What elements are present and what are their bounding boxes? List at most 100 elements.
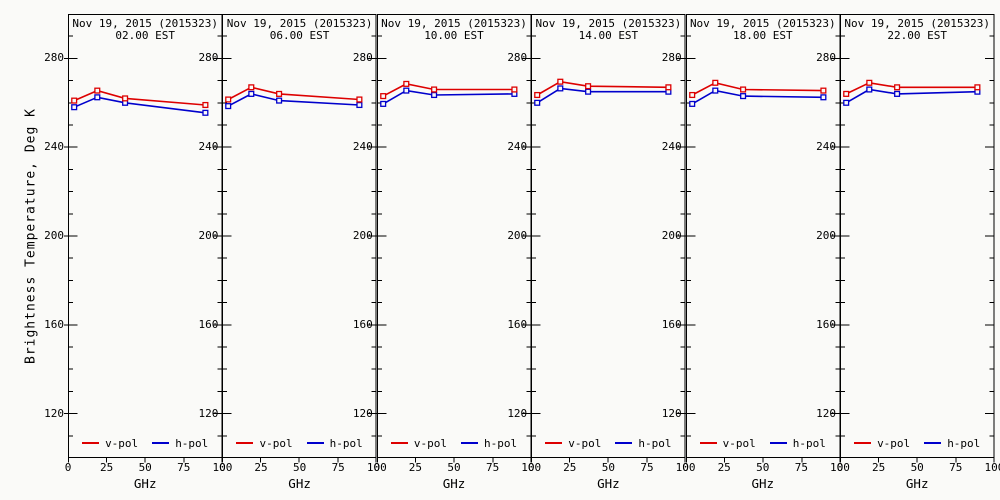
legend-item-v-pol: v-pol	[236, 436, 293, 450]
v-pol-series-marker	[511, 86, 518, 93]
panel-date-title: Nov 19, 2015 (2015323)	[381, 17, 527, 30]
chart-panel-1400: Nov 19, 2015 (2015323) 14.00 EST 280 240 200…	[507, 0, 696, 500]
y-tick-label: 200	[198, 229, 219, 242]
y-tick-label: 240	[44, 140, 64, 153]
panel-date-title: Nov 19, 2015 (2015323)	[72, 17, 219, 30]
v-pol-series-marker	[585, 83, 592, 90]
legend-item-v-pol: v-pol	[82, 437, 138, 450]
plot-area	[836, 14, 995, 463]
legend-line-swatch	[152, 442, 170, 444]
h-pol-series-marker	[225, 103, 232, 110]
v-pol-series	[382, 83, 515, 97]
legend-item-v-pol: v-pol	[854, 437, 910, 450]
x-tick-label: 25	[254, 461, 268, 474]
v-pol-series-marker	[202, 101, 209, 109]
legend-item-h-pol: h-pol	[924, 437, 980, 450]
y-tick-label: 160	[661, 318, 682, 331]
legend: v-pol h-pol	[531, 436, 685, 450]
chart-panel-1800: Nov 19, 2015 (2015323) 18.00 EST 280 240 200…	[662, 0, 850, 500]
legend-line-swatch	[460, 442, 478, 444]
y-tick-label: 280	[507, 51, 528, 64]
legend-item-h-pol: h-pol	[152, 437, 208, 450]
x-tick-label: 75	[177, 461, 191, 474]
h-pol-series-marker	[711, 87, 718, 94]
panel-date-title: Nov 19, 2015 (2015323)	[844, 17, 991, 30]
v-pol-series-marker	[739, 86, 746, 93]
x-tick-label: 75	[331, 461, 345, 474]
legend-line-swatch	[545, 442, 563, 444]
x-tick-label: 25	[871, 461, 886, 474]
y-tick-label: 160	[352, 318, 373, 331]
x-axis-label: GHz	[133, 476, 157, 491]
y-tick-label: 200	[352, 229, 373, 242]
x-tick-label: 0	[527, 461, 535, 474]
h-pol-series-marker	[843, 99, 850, 106]
v-pol-series-marker	[122, 95, 129, 102]
h-pol-series-marker	[356, 101, 363, 109]
y-tick-label: 280	[816, 51, 836, 64]
x-axis-label: GHz	[597, 476, 620, 491]
y-tick-label: 120	[198, 407, 219, 420]
legend-item-v-pol: v-pol	[545, 437, 601, 450]
x-tick-label: 75	[640, 461, 654, 474]
y-tick-label: 200	[507, 229, 528, 242]
legend-item-v-pol: v-pol	[390, 436, 447, 450]
x-tick-label: 50	[910, 461, 924, 474]
legend-label: v-pol	[413, 436, 447, 450]
x-tick-label: 100	[675, 461, 696, 474]
v-pol-series	[536, 80, 669, 96]
x-tick-label: 0	[682, 461, 689, 474]
y-tick-label: 280	[352, 51, 373, 64]
panel-time-title: 06.00 EST	[269, 29, 330, 42]
legend-label: v-pol	[259, 436, 293, 450]
v-pol-series-marker	[248, 84, 255, 91]
x-tick-label: 25	[408, 461, 423, 474]
h-pol-series-marker	[688, 100, 695, 107]
y-tick-label: 160	[198, 318, 219, 331]
legend-item-v-pol: v-pol	[699, 437, 756, 450]
x-tick-label: 75	[794, 461, 809, 474]
legend-label: v-pol	[105, 436, 139, 450]
y-tick-label: 120	[507, 407, 528, 420]
legend-line-swatch	[82, 442, 100, 444]
h-pol-series-marker	[557, 85, 564, 92]
v-pol-series-marker	[379, 93, 387, 100]
h-pol-series-marker	[248, 90, 255, 97]
v-pol-series	[691, 81, 824, 96]
v-pol-series	[228, 86, 360, 101]
legend-line-swatch	[615, 442, 633, 444]
x-tick-label: 25	[99, 461, 114, 474]
h-pol-series-marker	[276, 97, 283, 104]
x-axis-label: GHz	[442, 476, 466, 491]
v-pol-series-marker	[974, 84, 981, 91]
h-pol-series-marker	[94, 94, 101, 101]
panel-time-title: 18.00 EST	[732, 29, 793, 42]
y-tick-label: 120	[816, 407, 836, 420]
chart-panel-0200: Nov 19, 2015 (2015323) 02.00 EST 280 240 200…	[44, 0, 232, 500]
v-pol-series-marker	[71, 97, 78, 104]
x-tick-label: 100	[521, 461, 542, 474]
panel-date-title: Nov 19, 2015 (2015323)	[689, 17, 836, 30]
v-pol-series-marker	[843, 90, 850, 97]
h-pol-series-marker	[430, 91, 437, 99]
x-tick-label: 100	[366, 461, 387, 474]
v-pol-series-marker	[557, 78, 564, 85]
h-pol-series-marker	[202, 109, 209, 116]
legend: v-pol h-pol	[686, 436, 840, 450]
x-tick-label: 50	[601, 461, 615, 474]
v-pol-series-marker	[276, 90, 283, 97]
x-tick-label: 100	[212, 461, 233, 474]
chart-panel-2200: Nov 19, 2015 (2015323) 22.00 EST 280 240 200…	[816, 0, 1000, 500]
h-pol-series	[228, 93, 360, 107]
y-tick-label: 160	[816, 318, 836, 331]
legend-label: h-pol	[638, 436, 672, 450]
legend-line-swatch	[854, 442, 872, 444]
h-pol-series-marker	[739, 93, 746, 100]
panel-time-title: 10.00 EST	[424, 29, 484, 42]
h-pol-series-marker	[534, 99, 541, 106]
y-tick-label: 120	[44, 407, 64, 420]
y-tick-label: 160	[44, 318, 64, 331]
panel-date-title: Nov 19, 2015 (2015323)	[535, 17, 682, 30]
x-tick-label: 0	[836, 461, 844, 474]
v-pol-series-marker	[819, 87, 827, 94]
